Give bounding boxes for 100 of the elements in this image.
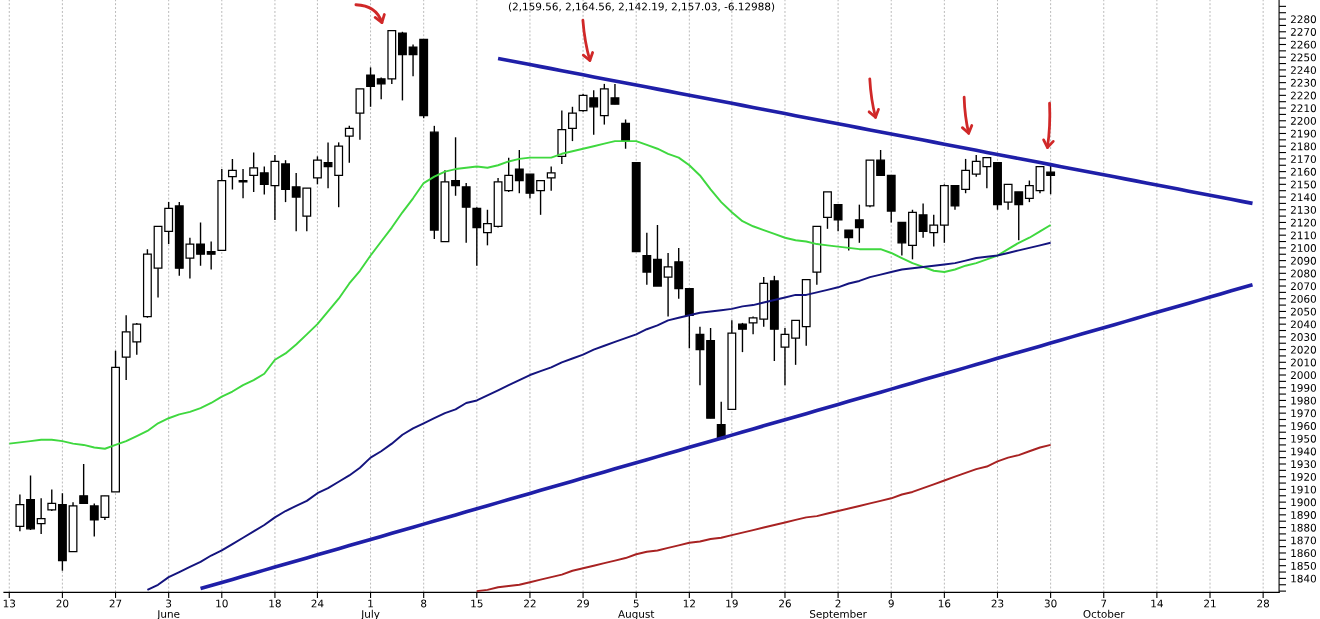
candlestick [47, 488, 57, 512]
y-tick-label: 2220 [1290, 91, 1317, 100]
y-tick-label: 1960 [1291, 422, 1317, 430]
x-tick-label: 15 [471, 599, 483, 608]
candlestick [780, 327, 790, 386]
candlestick [451, 136, 461, 197]
line-series [146, 241, 1052, 591]
y-tick-label: 1880 [1291, 523, 1317, 532]
y-tick-label: 1850 [1291, 561, 1317, 570]
x-tick-label: 13 [3, 599, 16, 608]
y-tick-label: 2060 [1290, 294, 1317, 303]
candlestick [791, 319, 801, 366]
x-tick-label: 8 [421, 599, 427, 608]
y-tick-label: 2180 [1290, 142, 1317, 151]
y-tick-label: 1910 [1291, 485, 1317, 494]
x-tick-label: 16 [938, 599, 951, 608]
y-tick-label: 2240 [1290, 66, 1317, 75]
x-tick-label: 26 [779, 599, 791, 608]
y-tick-label: 1950 [1291, 434, 1317, 443]
candlestick [1024, 179, 1034, 203]
candlestick [833, 203, 843, 233]
candlestick [897, 221, 907, 257]
y-tick-label: 2210 [1290, 104, 1317, 113]
x-tick-label: 12 [683, 599, 695, 608]
candlestick [876, 149, 886, 177]
x-tick-label: 10 [216, 599, 228, 608]
y-tick-label: 1990 [1291, 383, 1317, 392]
x-tick-label: 1 July [360, 599, 380, 619]
y-tick-label: 2190 [1290, 129, 1317, 138]
y-tick-label: 2080 [1290, 269, 1317, 278]
candlestick [206, 240, 216, 271]
x-tick-label: 14 [1151, 599, 1163, 608]
y-tick-label: 2040 [1290, 320, 1317, 329]
y-tick-label: 2030 [1290, 333, 1317, 341]
x-tick-label: 7 October [1083, 599, 1125, 618]
candlestick [344, 125, 354, 164]
candlestick [950, 184, 960, 211]
x-tick-label: 18 [269, 599, 281, 608]
x-tick-label: 19 [726, 599, 738, 608]
x-tick-label: 28 [1257, 599, 1270, 608]
y-tick-label: 2200 [1290, 116, 1317, 125]
line-series [496, 56, 1255, 206]
candlestick [227, 158, 237, 191]
candlestick [461, 182, 471, 244]
candlestick [1046, 165, 1056, 195]
y-tick-label: 1980 [1291, 396, 1317, 405]
y-tick-label: 1930 [1291, 460, 1317, 469]
y-tick-label: 1890 [1291, 511, 1317, 519]
y-tick-label: 2270 [1290, 28, 1317, 36]
candlestick [738, 322, 747, 353]
y-tick-label: 2010 [1290, 358, 1317, 367]
x-tick-label: 9 [888, 599, 894, 608]
y-tick-label: 1870 [1291, 536, 1317, 545]
line-series [198, 282, 1255, 591]
y-tick-label: 2230 [1290, 78, 1317, 87]
candlestick [536, 179, 546, 216]
y-tick-label: 2140 [1290, 193, 1317, 202]
y-tick-label: 2100 [1290, 244, 1317, 252]
y-tick-label: 1860 [1291, 549, 1317, 558]
y-tick-label: 2120 [1290, 218, 1317, 227]
candlestick [249, 151, 259, 193]
candlestick [546, 165, 556, 192]
y-tick-label: 1840 [1291, 574, 1317, 583]
y-tick-label: 2000 [1290, 371, 1317, 380]
x-tick-label: 29 [577, 599, 589, 608]
candlestick [568, 106, 577, 142]
candlestick [196, 221, 205, 267]
candlestick [844, 229, 854, 252]
y-tick-label: 2150 [1290, 180, 1317, 189]
candlestick [695, 326, 705, 386]
y-tick-label: 2260 [1290, 40, 1317, 49]
candlestick [79, 463, 89, 505]
candlestick [36, 497, 46, 535]
y-tick-label: 1940 [1291, 447, 1317, 456]
y-tick-label: 1970 [1291, 409, 1317, 418]
x-tick-label: 2 September [810, 599, 867, 619]
candlestick [397, 31, 407, 102]
candlestick [854, 203, 864, 244]
y-tick-label: 2020 [1290, 345, 1317, 354]
x-tick-label: 21 [1204, 599, 1216, 608]
candlestick [961, 158, 971, 194]
x-tick-label: 23 [991, 599, 1004, 608]
y-tick-label: 2130 [1290, 205, 1317, 214]
x-tick-label: 3 June [156, 599, 180, 619]
candlestick [312, 155, 322, 186]
candlestick [472, 206, 482, 267]
candlestick [642, 231, 652, 286]
x-tick-label: 5 August [618, 599, 655, 619]
y-tick-label: 2170 [1290, 155, 1317, 164]
y-tick-label: 2280 [1290, 15, 1317, 24]
y-tick-label: 1900 [1291, 498, 1317, 507]
x-tick-label: 22 [524, 599, 536, 608]
x-tick-label: 30 [1044, 599, 1057, 608]
y-tick-label: 2160 [1290, 167, 1317, 176]
y-tick-label: 1920 [1291, 472, 1317, 481]
x-tick-label: 24 [311, 599, 324, 608]
candlestick [482, 209, 492, 247]
y-tick-label: 2070 [1290, 282, 1317, 291]
y-tick-label: 2050 [1290, 307, 1317, 316]
x-tick-label: 20 [56, 599, 69, 608]
